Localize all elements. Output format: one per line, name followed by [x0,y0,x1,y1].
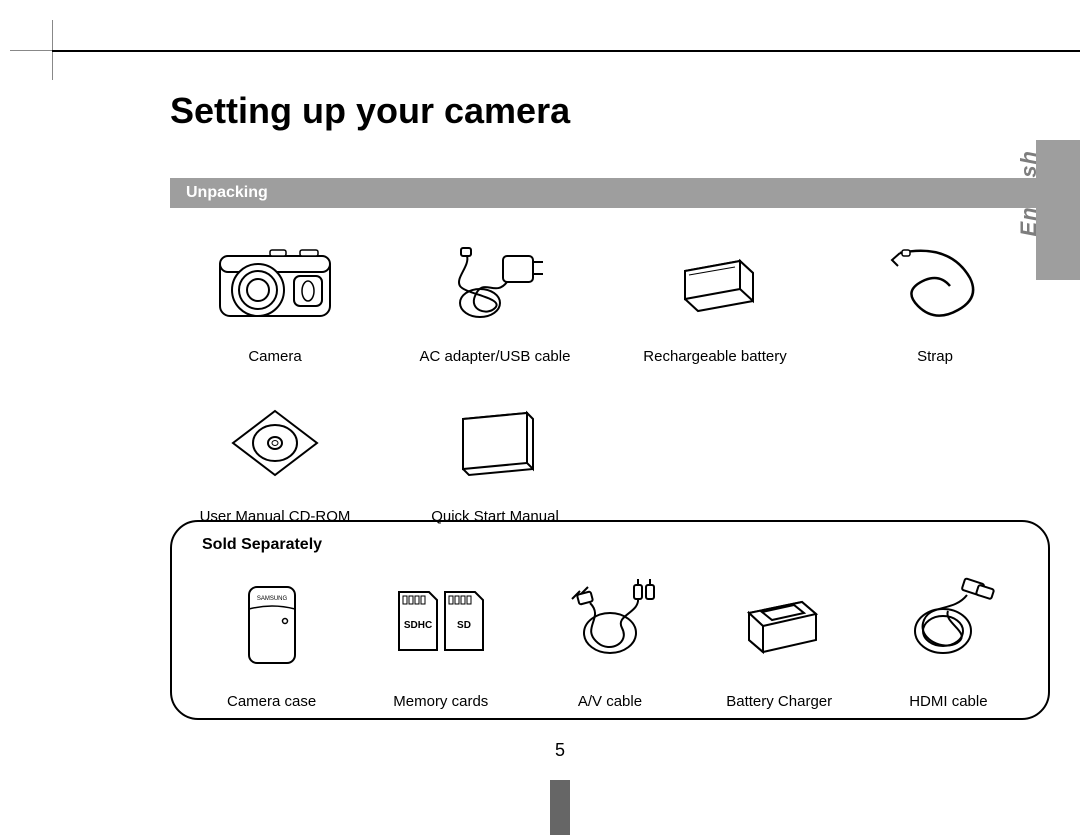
item-label: Rechargeable battery [643,348,786,365]
page-title: Setting up your camera [170,90,570,132]
camera-case-icon: SAMSUNG [192,560,351,685]
item-camera: Camera [170,225,380,365]
item-label: Camera [248,348,301,365]
memory-cards-icon: SDHC SD [361,560,520,685]
manual-icon [390,385,600,500]
item-manual: Quick Start Manual [390,385,600,525]
hdmi-cable-icon [869,560,1028,685]
item-battery: Rechargeable battery [610,225,820,365]
item-camera-case: SAMSUNG Camera case [192,560,351,710]
item-label: A/V cable [578,693,642,710]
camera-icon [170,225,380,340]
adapter-icon [390,225,600,340]
cdrom-icon [170,385,380,500]
item-label: Memory cards [393,693,488,710]
included-items-grid: Camera AC adapter/USB cable [170,225,1040,525]
section-label: Unpacking [186,184,268,202]
item-label: Battery Charger [726,693,832,710]
item-label: HDMI cable [909,693,987,710]
sdhc-text: SDHC [404,620,432,631]
sd-text: SD [457,620,471,631]
battery-icon [610,225,820,340]
section-ribbon: Unpacking [170,178,1040,208]
svg-text:SAMSUNG: SAMSUNG [256,596,287,602]
battery-charger-icon [700,560,859,685]
item-battery-charger: Battery Charger [700,560,859,710]
item-av-cable: A/V cable [530,560,689,710]
item-hdmi-cable: HDMI cable [869,560,1028,710]
item-cdrom: User Manual CD-ROM [170,385,380,525]
item-label: Camera case [227,693,316,710]
sold-separately-title: Sold Separately [202,536,1028,554]
item-adapter: AC adapter/USB cable [390,225,600,365]
sold-separately-grid: SAMSUNG Camera case SDHC [192,560,1028,710]
item-label: AC adapter/USB cable [420,348,571,365]
sold-separately-box: Sold Separately SAMSUNG Camera case [170,520,1050,720]
item-memory-cards: SDHC SD Memory cards [361,560,520,710]
item-label: Strap [917,348,953,365]
strap-icon [830,225,1040,340]
page-number: 5 [60,740,1060,761]
av-cable-icon [530,560,689,685]
item-strap: Strap [830,225,1040,365]
page-content: Setting up your camera Unpacking [60,0,1060,835]
bottom-tab-marker [550,780,570,835]
